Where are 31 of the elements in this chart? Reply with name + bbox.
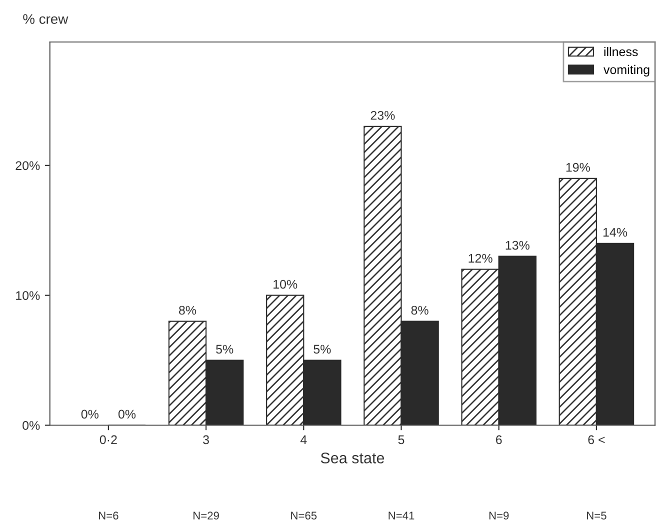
y-tick-label: 0% xyxy=(22,421,40,430)
x-tick-label: 6 < xyxy=(588,435,605,444)
x-tick-label: 3 xyxy=(203,435,209,444)
x-axis-title: Sea state xyxy=(320,452,384,464)
legend-label: vomiting xyxy=(604,64,650,77)
y-tick-label: 10% xyxy=(16,291,40,300)
data-label: 8% xyxy=(411,306,428,315)
data-label: 0% xyxy=(81,410,98,419)
data-label: 23% xyxy=(370,110,395,120)
text: N=5 xyxy=(587,512,606,520)
x-tick-label: 4 xyxy=(300,435,307,444)
text: N=41 xyxy=(388,512,414,520)
data-label: 19% xyxy=(566,162,590,172)
data-label: 8% xyxy=(179,306,196,315)
y-tick-label: 20% xyxy=(16,161,40,170)
x-tick-label: 5 xyxy=(398,435,404,444)
x-tick-label: 6 xyxy=(496,435,502,444)
data-label: 5% xyxy=(314,344,331,354)
x-tick-label: 0·2 xyxy=(100,435,117,444)
text: N=29 xyxy=(194,512,219,520)
data-label: 13% xyxy=(506,240,530,250)
data-label: 0% xyxy=(118,410,136,419)
data-label: 14% xyxy=(603,228,628,237)
data-label: 12% xyxy=(468,254,492,263)
text: N=9 xyxy=(489,512,509,520)
data-label: 10% xyxy=(274,280,298,289)
text: illness xyxy=(604,47,638,56)
text: N=6 xyxy=(99,512,118,520)
text: N=65 xyxy=(291,512,317,520)
y-axis-title: % crew xyxy=(23,14,68,24)
data-label: 5% xyxy=(216,344,234,354)
